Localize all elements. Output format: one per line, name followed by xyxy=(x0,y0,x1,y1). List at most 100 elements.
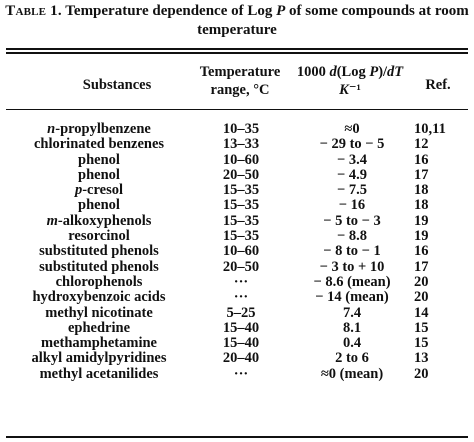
header-temperature-line2: range, °C xyxy=(210,82,270,98)
derivative-value-cell: − 16 xyxy=(338,197,366,214)
reference-cell: 18 xyxy=(414,197,429,214)
reference-cell: 12 xyxy=(414,136,429,153)
substance-cell: methyl acetanilides xyxy=(39,365,159,382)
header-ref-label: Ref. xyxy=(425,77,451,93)
header-substances-label: Substances xyxy=(82,77,152,93)
substance-cell: substituted phenols xyxy=(39,258,159,275)
temperature-range-cell: 20–50 xyxy=(222,258,260,275)
temperature-range-cell: 10–60 xyxy=(222,151,260,168)
table-row: phenol 10–60 − 3.4 16 xyxy=(6,151,468,168)
derivative-value-cell: − 8.6 (mean) xyxy=(313,273,391,290)
reference-cell: 15 xyxy=(414,335,429,352)
reference-cell: 16 xyxy=(414,243,429,260)
temperature-range-cell: 15–35 xyxy=(222,197,260,214)
table-row: substituted phenols 10–60 − 8 to − 1 16 xyxy=(6,243,468,260)
derivative-value-cell: ≈0 xyxy=(344,121,360,137)
derivative-value-cell: − 3 to + 10 xyxy=(319,258,385,275)
header-ref: Ref. xyxy=(410,76,466,94)
derivative-value-cell: − 8.8 xyxy=(336,228,367,245)
table-row: n-propylbenzene 10–35 ≈0 10,11 xyxy=(6,121,468,137)
header-derivative-line2: K⁻¹ xyxy=(339,82,361,98)
table-row: m-alkoxyphenols 15–35 − 5 to − 3 19 xyxy=(6,212,468,229)
substance-cell: phenol xyxy=(78,166,120,183)
reference-cell: 20 xyxy=(414,273,429,290)
temperature-range-cell: ··· xyxy=(233,289,249,306)
derivative-value-cell: − 4.9 xyxy=(336,166,367,183)
derivative-value-cell: − 5 to − 3 xyxy=(323,212,381,229)
header-substances: Substances xyxy=(42,76,192,94)
temperature-range-cell: ··· xyxy=(233,273,249,290)
caption-label: Table 1. xyxy=(5,3,62,19)
table-row: methyl nicotinate 5–25 7.4 14 xyxy=(6,304,468,321)
temperature-range-cell: 5–25 xyxy=(226,304,256,321)
table-row: phenol 20–50 − 4.9 17 xyxy=(6,166,468,183)
reference-cell: 17 xyxy=(414,166,429,183)
substance-cell: methyl nicotinate xyxy=(45,304,153,321)
substance-cell: ephedrine xyxy=(67,319,131,336)
derivative-value-cell: 2 to 6 xyxy=(335,350,369,367)
table-row: hydroxybenzoic acids ··· − 14 (mean) 20 xyxy=(6,289,468,306)
substance-cell: methamphetamine xyxy=(41,335,157,352)
table-row: p-cresol 15–35 − 7.5 18 xyxy=(6,182,468,199)
derivative-value-cell: − 14 (mean) xyxy=(315,289,389,306)
derivative-value-cell: − 29 to − 5 xyxy=(319,136,385,153)
temperature-range-cell: ··· xyxy=(233,365,249,382)
temperature-range-cell: 20–50 xyxy=(222,166,260,183)
reference-cell: 18 xyxy=(414,182,429,199)
derivative-value-cell: ≈0 (mean) xyxy=(320,365,384,382)
temperature-range-cell: 20–40 xyxy=(222,350,260,367)
table-row: alkyl amidylpyridines 20–40 2 to 6 13 xyxy=(6,350,468,367)
derivative-value-cell: 8.1 xyxy=(342,319,362,336)
temperature-range-cell: 13–33 xyxy=(222,136,260,153)
derivative-value-cell: − 3.4 xyxy=(336,151,367,168)
temperature-range-cell: 15–35 xyxy=(222,228,260,245)
substance-cell: substituted phenols xyxy=(39,243,159,260)
temperature-range-cell: 10–35 xyxy=(222,121,260,137)
table-row: substituted phenols 20–50 − 3 to + 10 17 xyxy=(6,258,468,275)
table-row: chlorinated benzenes 13–33 − 29 to − 5 12 xyxy=(6,136,468,153)
data-table: n-propylbenzene 10–35 ≈0 10,11 chlorinated b… xyxy=(6,121,468,382)
temperature-range-cell: 15–40 xyxy=(222,335,260,352)
table-row: ephedrine 15–40 8.1 15 xyxy=(6,319,468,336)
reference-cell: 16 xyxy=(414,151,429,168)
reference-cell: 20 xyxy=(414,365,429,382)
derivative-value-cell: − 8 to − 1 xyxy=(323,243,381,260)
substance-cell: n-propylbenzene xyxy=(47,121,151,137)
caption-line2: temperature xyxy=(197,22,277,38)
reference-cell: 14 xyxy=(414,304,429,321)
substance-cell: hydroxybenzoic acids xyxy=(32,289,166,306)
table-row: phenol 15–35 − 16 18 xyxy=(6,197,468,214)
reference-cell: 19 xyxy=(414,212,429,229)
caption-line1: Temperature dependence of Log P of some … xyxy=(65,3,469,19)
temperature-range-cell: 10–60 xyxy=(222,243,260,260)
table-row: methyl acetanilides ··· ≈0 (mean) 20 xyxy=(6,365,468,382)
substance-cell: p-cresol xyxy=(74,182,124,199)
substance-cell: m-alkoxyphenols xyxy=(46,212,152,229)
temperature-range-cell: 15–35 xyxy=(222,212,260,229)
substance-cell: chlorinated benzenes xyxy=(33,136,165,153)
reference-cell: 19 xyxy=(414,228,429,245)
substance-cell: phenol xyxy=(78,151,120,168)
top-rule-2 xyxy=(6,52,468,54)
temperature-range-cell: 15–40 xyxy=(222,319,260,336)
header-derivative-line1: 1000 d(Log P)/dT xyxy=(296,64,404,80)
reference-cell: 13 xyxy=(414,350,429,367)
header-derivative: 1000 d(Log P)/dT K⁻¹ xyxy=(288,63,412,99)
reference-cell: 20 xyxy=(414,289,429,306)
table-caption: Table 1. Temperature dependence of Log P… xyxy=(0,2,474,40)
substance-cell: phenol xyxy=(78,197,120,214)
header-temperature-line1: Temperature xyxy=(199,64,281,80)
table-row: methamphetamine 15–40 0.4 15 xyxy=(6,335,468,352)
substance-cell: resorcinol xyxy=(68,228,130,245)
reference-cell: 17 xyxy=(414,258,429,275)
derivative-value-cell: − 7.5 xyxy=(336,182,367,199)
substance-cell: alkyl amidylpyridines xyxy=(31,350,167,367)
bottom-rule xyxy=(6,436,468,438)
reference-cell: 15 xyxy=(414,319,429,336)
header-temperature: Temperature range, °C xyxy=(190,63,290,99)
table-row: chlorophenols ··· − 8.6 (mean) 20 xyxy=(6,273,468,290)
header-rule xyxy=(6,109,468,111)
table-row: resorcinol 15–35 − 8.8 19 xyxy=(6,228,468,245)
derivative-value-cell: 7.4 xyxy=(342,304,362,321)
